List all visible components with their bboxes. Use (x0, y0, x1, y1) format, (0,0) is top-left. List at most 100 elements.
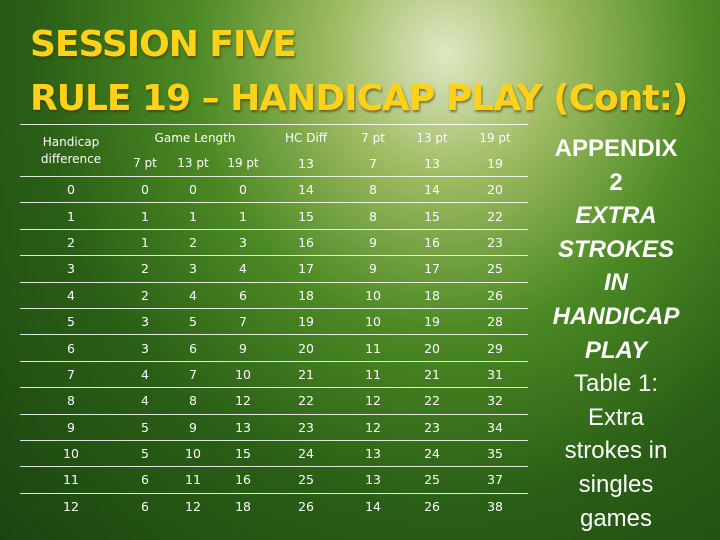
table-cell: 8 (20, 387, 122, 415)
table-cell: 13 (344, 466, 403, 494)
table-row: 9 5 9 13 23 12 23 34 (20, 413, 529, 441)
table-cell: 15 (218, 439, 269, 467)
table-cell: 23 (268, 413, 345, 441)
appendix-caption: APPENDIX 2 EXTRA STROKES IN HANDICAP PLA… (534, 132, 698, 535)
table-cell: 6 (168, 334, 218, 362)
table-cell: 1 (122, 228, 168, 256)
table-cell: 18 (402, 281, 463, 309)
slide-title-line-1: SESSION FIVE (30, 24, 297, 65)
table-cell: 19 (402, 307, 463, 335)
table-cell: 10 (218, 360, 269, 388)
table-row: 2 1 2 3 16 9 16 23 (20, 228, 529, 256)
table-cell: 24 (268, 439, 345, 467)
table-cell: 11 (20, 466, 122, 494)
table-cell: 14 (402, 175, 463, 203)
table-cell: 22 (268, 387, 345, 415)
table-cell: 23 (462, 228, 529, 256)
table-cell: 7 (218, 307, 269, 335)
table-cell: 21 (402, 360, 463, 388)
table-cell: 8 (344, 175, 403, 203)
table-cell: 18 (218, 492, 269, 520)
table-cell: 5 (122, 439, 168, 467)
table-cell: 3 (218, 228, 269, 256)
table-cell: 12 (168, 492, 218, 520)
table-cell: 2 (168, 228, 218, 256)
table-cell: 10 (20, 439, 122, 467)
table-row: 0 0 0 0 14 8 14 20 (20, 175, 529, 203)
table-cell: 29 (462, 334, 529, 362)
header-game-length: Game Length (122, 124, 269, 151)
table-cell: 1 (20, 202, 122, 230)
table-cell: 25 (462, 255, 529, 283)
header-hc-19pt: 19 pt (462, 124, 529, 151)
appendix-line: Table 1: (573, 370, 659, 398)
table-cell: 11 (344, 360, 403, 388)
table-cell: 32 (462, 387, 529, 415)
table-cell: 20 (268, 334, 345, 362)
table-cell: 5 (168, 307, 218, 335)
table-cell: 16 (402, 228, 463, 256)
header-hc-diff: HC Diff (268, 124, 345, 151)
table-cell: 13 (424, 155, 440, 171)
table-cell: 18 (268, 281, 345, 309)
table-cell: 28 (462, 307, 529, 335)
table-cell: 24 (402, 439, 463, 467)
table-cell: 23 (402, 413, 463, 441)
table-cell: 4 (122, 387, 168, 415)
table-cell: 35 (462, 439, 529, 467)
table-row: 1 1 1 1 15 8 15 22 (20, 202, 529, 230)
table-body: 0 0 0 0 14 8 14 20 1 1 1 1 15 8 15 22 2 1 2 3 16 9 16 23 3 2 3 4 17 9… (20, 175, 529, 520)
table-row: 10 5 10 15 24 13 24 35 (20, 439, 529, 467)
table-cell: 4 (168, 281, 218, 309)
table-cell: 7 (369, 155, 377, 171)
slide-title-line-2: RULE 19 – HANDICAP PLAY (Cont:) (30, 78, 688, 119)
table-cell: 26 (268, 492, 345, 520)
table-cell: 5 (122, 413, 168, 441)
header-handicap-difference: Handicap difference (20, 124, 122, 177)
appendix-line: HANDICAP (552, 302, 680, 330)
header-row: Handicap difference Game Length HC Diff … (20, 124, 529, 177)
table-row: 12 6 12 18 26 14 26 38 (20, 492, 529, 520)
table-cell: 1 (122, 202, 168, 230)
table-cell: 12 (218, 387, 269, 415)
table-cell: 0 (168, 175, 218, 203)
handicap-table: Handicap difference Game Length HC Diff … (20, 124, 529, 520)
table-cell: 6 (218, 281, 269, 309)
table-cell: 6 (122, 466, 168, 494)
table-cell: 25 (268, 466, 345, 494)
table-row: 11 6 11 16 25 13 25 37 (20, 466, 529, 494)
table-cell: 14 (344, 492, 403, 520)
table-row: 4 2 4 6 18 10 18 26 (20, 281, 529, 309)
table-row: 6 3 6 9 20 11 20 29 (20, 334, 529, 362)
table-cell: 20 (462, 175, 529, 203)
table-cell: 11 (168, 466, 218, 494)
table-cell: 13 (298, 155, 314, 171)
table-cell: 10 (344, 307, 403, 335)
table-cell: 8 (168, 387, 218, 415)
table-row: 5 3 5 7 19 10 19 28 (20, 307, 529, 335)
table-cell: 10 (344, 281, 403, 309)
table-cell: 3 (122, 334, 168, 362)
table-cell: 4 (218, 255, 269, 283)
table-cell: 25 (402, 466, 463, 494)
table-cell: 5 (20, 307, 122, 335)
table-cell: 15 (402, 202, 463, 230)
appendix-line: EXTRA (575, 202, 657, 230)
appendix-line: APPENDIX (554, 135, 678, 162)
table-cell: 4 (20, 281, 122, 309)
table-cell: 16 (218, 466, 269, 494)
table-cell: 38 (462, 492, 529, 520)
header-game-7pt: 7 pt (133, 156, 157, 171)
table-cell: 9 (344, 255, 403, 283)
table-cell: 3 (122, 307, 168, 335)
appendix-line: STROKES (557, 235, 674, 263)
table-cell: 19 (268, 307, 345, 335)
table-cell: 16 (268, 228, 345, 256)
table-cell: 3 (168, 255, 218, 283)
appendix-line: games (579, 504, 653, 532)
table-cell: 19 (487, 155, 503, 171)
appendix-line: singles (578, 470, 654, 498)
table-cell: 21 (268, 360, 345, 388)
header-game-19pt: 19 pt (227, 156, 259, 171)
header-game-13pt: 13 pt (177, 156, 209, 171)
